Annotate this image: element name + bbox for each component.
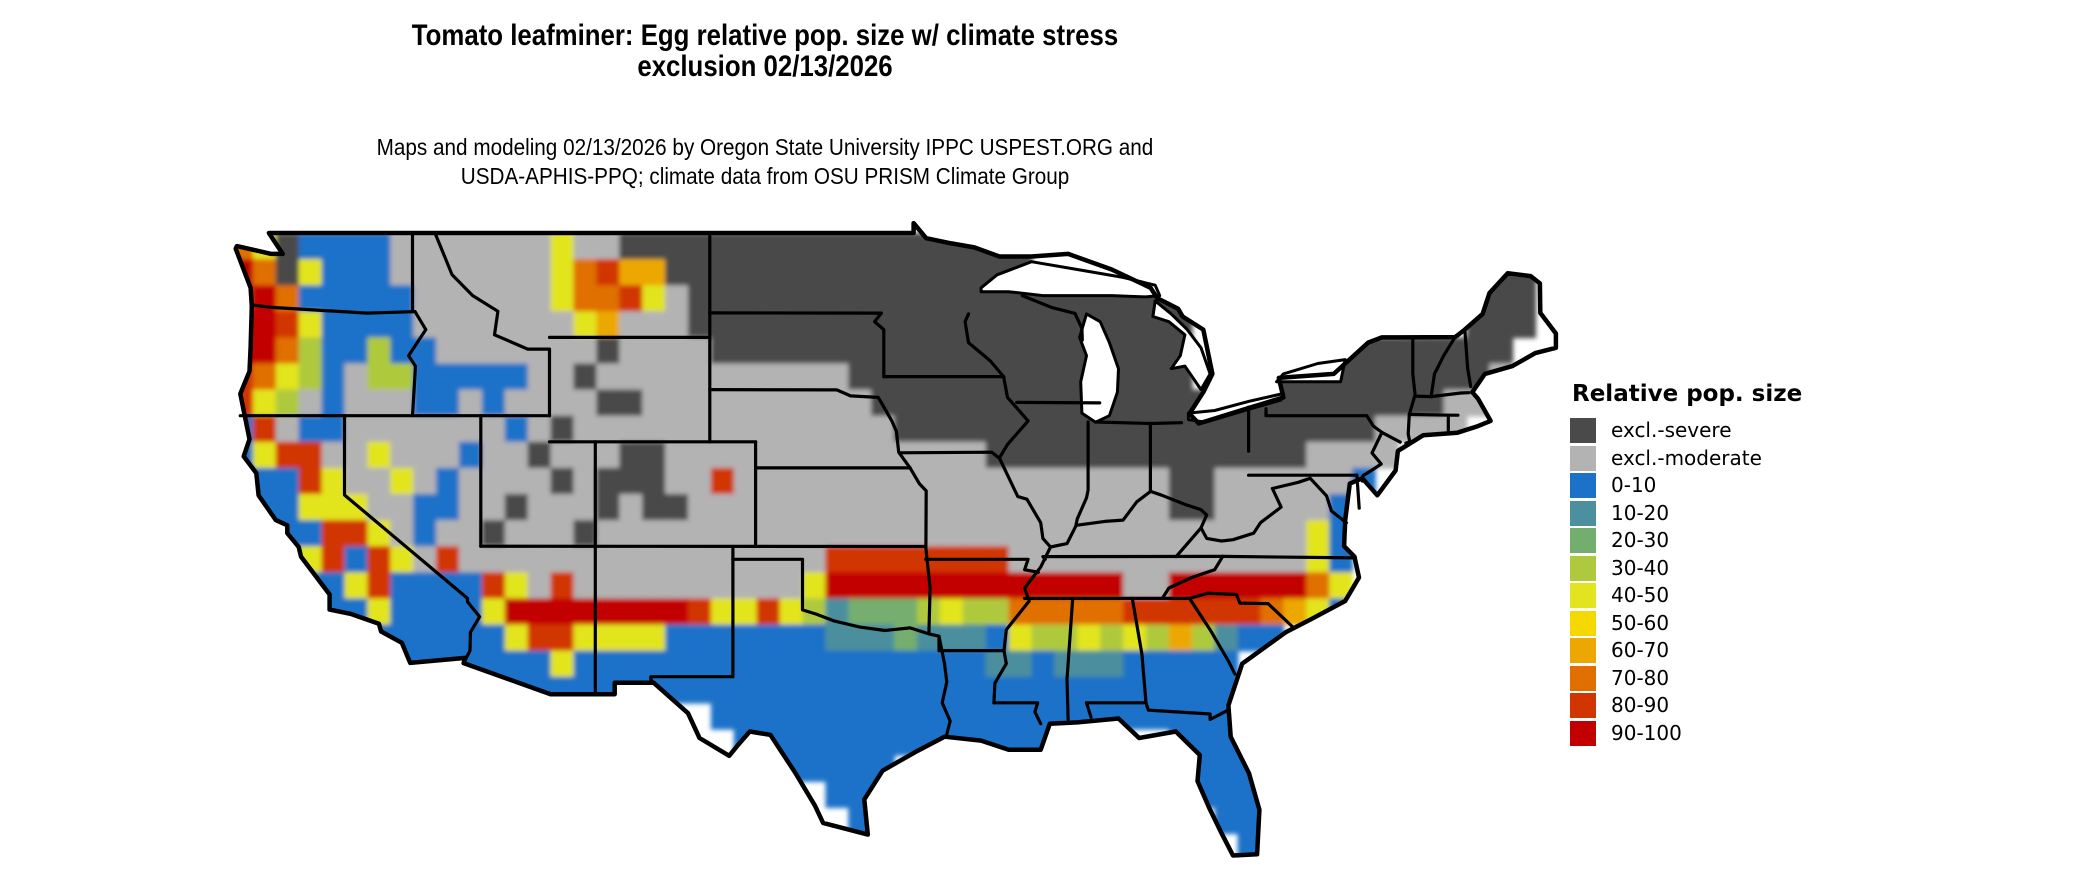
legend-item-label: 10-20 [1611, 500, 1670, 525]
legend-swatch [1570, 638, 1596, 663]
state-border [1407, 412, 1460, 417]
state-border [1413, 391, 1471, 399]
great-lake [979, 260, 1162, 299]
legend-item: 10-20 [1570, 500, 1870, 526]
legend-item: 60-70 [1570, 638, 1870, 663]
legend-item-label: 60-70 [1611, 638, 1670, 662]
state-border [992, 375, 1053, 705]
state-border [1221, 554, 1358, 560]
state-border [1048, 489, 1209, 559]
legend-swatch [1570, 555, 1596, 581]
state-border [1187, 596, 1237, 676]
legend-item: 50-60 [1570, 610, 1870, 636]
state-border [963, 312, 1006, 379]
state-border [1264, 407, 1384, 434]
us-outline [233, 220, 1559, 858]
state-border [1084, 701, 1093, 719]
legend-swatch [1570, 610, 1596, 636]
legend-item-label: 70-80 [1611, 665, 1670, 690]
state-border [1074, 420, 1090, 527]
title-line-1: Tomato leafminer: Egg relative pop. size… [411, 19, 1119, 52]
state-border [1160, 554, 1225, 600]
great-lake [1151, 299, 1212, 392]
state-border [731, 557, 931, 636]
legend: Relative pop. size excl.-severe excl.-mod… [1570, 381, 1870, 748]
state-border [1015, 400, 1102, 405]
state-border [708, 388, 883, 405]
subtitle-line-1: Maps and modeling 02/13/2026 by Oregon S… [376, 134, 1154, 160]
state-border [873, 311, 886, 379]
state-border [897, 450, 1001, 460]
state-border [1380, 430, 1402, 444]
state-border [342, 414, 482, 665]
title-line-2: exclusion 02/13/2026 [637, 50, 893, 83]
legend-swatch [1570, 418, 1596, 443]
legend-swatch [1570, 445, 1596, 471]
state-border [1463, 328, 1473, 389]
legend-swatch [1570, 473, 1596, 498]
state-border [879, 401, 928, 549]
subtitle-line-2: USDA-APHIS-PPQ; climate data from OSU PR… [460, 163, 1070, 189]
state-border [1429, 335, 1457, 399]
great-lake [1078, 312, 1120, 424]
legend-item-label: 80-90 [1611, 693, 1670, 717]
legend-item: 40-50 [1570, 583, 1870, 608]
state-border [992, 701, 1043, 726]
legend-item-label: 20-30 [1611, 528, 1670, 552]
state-border [433, 231, 552, 418]
state-border [1270, 476, 1348, 525]
legend-swatch [1570, 693, 1596, 718]
page-title: Tomato leafminer: Egg relative pop. size… [0, 20, 1530, 82]
legend-item: 30-40 [1570, 555, 1870, 581]
state-border [1084, 701, 1230, 722]
legend-item-label: 0-10 [1611, 473, 1657, 497]
legend-title: Relative pop. size [1572, 381, 1803, 407]
legend-swatch [1570, 528, 1596, 553]
state-border [407, 231, 428, 418]
state-border [1130, 596, 1148, 705]
state-border [1041, 554, 1225, 561]
legend-item-label: 30-40 [1611, 555, 1670, 580]
legend-swatch [1570, 665, 1596, 691]
legend-swatch [1570, 500, 1596, 526]
legend-item-label: excl.-severe [1611, 418, 1732, 442]
state-border [1094, 420, 1184, 426]
legend-swatch [1570, 720, 1596, 746]
legend-item: 0-10 [1570, 473, 1870, 498]
legend-item: excl.-moderate [1570, 445, 1870, 471]
legend-items: excl.-severe excl.-moderate 0-10 10-20 20-30… [1570, 418, 1870, 746]
legend-item: 90-100 [1570, 720, 1870, 746]
legend-item-label: 50-60 [1611, 610, 1670, 635]
state-border [1020, 294, 1084, 342]
state-border [937, 634, 952, 736]
legend-item: excl.-severe [1570, 418, 1870, 443]
state-border [250, 303, 417, 315]
state-border [1199, 486, 1283, 543]
state-border [1065, 596, 1075, 721]
legend-item: 80-90 [1570, 693, 1870, 718]
legend-item: 20-30 [1570, 528, 1870, 553]
legend-item-label: 40-50 [1611, 583, 1670, 607]
state-border [924, 557, 1040, 574]
legend-item-label: excl.-moderate [1611, 445, 1762, 470]
legend-item-label: 90-100 [1611, 720, 1682, 745]
page-subtitle: Maps and modeling 02/13/2026 by Oregon S… [0, 133, 1530, 191]
legend-item: 70-80 [1570, 665, 1870, 691]
legend-swatch [1570, 583, 1596, 608]
